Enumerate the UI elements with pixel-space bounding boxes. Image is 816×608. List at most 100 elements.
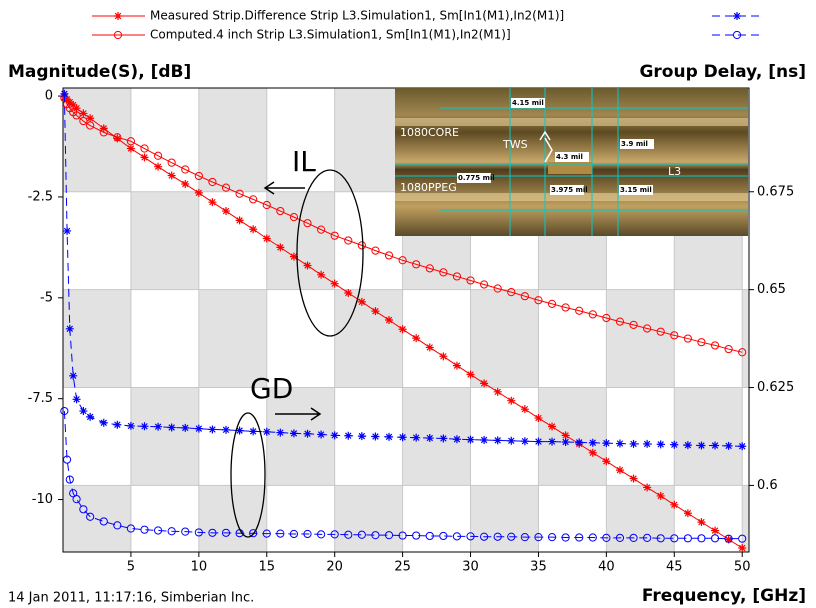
inset-label: TWS	[502, 138, 528, 151]
star-marker	[733, 12, 741, 20]
circle-marker	[575, 306, 584, 315]
y-axis-label: Magnitude(S), [dB]	[8, 62, 191, 82]
annotations	[230, 169, 364, 538]
star-marker	[724, 441, 733, 450]
star-marker	[330, 279, 339, 288]
star-marker	[493, 436, 502, 445]
star-marker	[154, 422, 163, 431]
star-marker	[534, 437, 543, 446]
grid-cell	[606, 289, 675, 388]
label-box	[457, 173, 491, 183]
circle-marker	[344, 530, 353, 539]
star-marker	[79, 109, 88, 118]
circle-marker	[724, 534, 733, 543]
circle-marker	[208, 528, 217, 537]
circle-marker	[588, 310, 597, 319]
circle-marker	[276, 529, 285, 538]
inset-label: 3.15 mil	[620, 186, 652, 194]
circle-marker	[507, 532, 516, 541]
star-marker	[697, 518, 706, 527]
circle-marker	[547, 533, 557, 542]
y-tick-label: -2.5	[28, 189, 53, 204]
inset-label: 3.975 mil	[551, 186, 588, 194]
star-marker	[63, 226, 72, 235]
circle-marker	[439, 531, 448, 541]
circle-marker	[480, 280, 489, 289]
star-marker	[222, 425, 231, 434]
circle-marker	[384, 531, 394, 540]
star-marker	[656, 491, 665, 500]
copper-layer	[395, 118, 748, 126]
circle-marker	[113, 521, 122, 530]
circle-marker	[629, 320, 638, 329]
circle-marker	[493, 532, 502, 541]
circle-marker	[79, 116, 88, 126]
circle-marker	[221, 183, 231, 192]
grid-cell	[674, 387, 743, 486]
star-marker	[425, 343, 434, 352]
star-marker	[194, 188, 203, 197]
circle-marker	[303, 529, 312, 539]
y-tick-label: -5	[40, 290, 53, 305]
circle-marker	[62, 100, 72, 109]
circle-marker	[86, 512, 95, 521]
x-tick-label: 20	[326, 560, 343, 575]
circle-marker	[113, 30, 123, 40]
circle-marker	[79, 505, 88, 514]
star-marker	[208, 198, 217, 207]
footer: 14 Jan 2011, 11:17:16, Simberian Inc.	[8, 591, 254, 606]
y2-tick-label: 0.6	[757, 478, 778, 493]
circle-marker	[316, 225, 326, 234]
star-marker	[398, 433, 407, 442]
star-marker	[371, 432, 380, 441]
circle-marker	[249, 529, 258, 538]
star-marker	[534, 414, 543, 423]
star-marker	[289, 429, 298, 438]
star-marker	[507, 436, 516, 445]
inset-photo: 1080CORE TWS 1080PPEG L3 4.15 mil 4.3 mil 3.9 …	[395, 88, 748, 236]
circle-marker	[126, 137, 136, 146]
star-marker	[452, 361, 461, 370]
circle-marker	[140, 144, 149, 153]
star-marker	[412, 433, 421, 442]
star-marker	[670, 440, 679, 449]
circle-marker	[547, 299, 557, 308]
label-box	[619, 185, 653, 195]
grid-cell	[538, 387, 607, 486]
circle-marker	[656, 327, 665, 336]
inset-label: 3.9 mil	[621, 140, 648, 148]
x-tick-label: 50	[734, 560, 751, 575]
star-marker	[738, 543, 747, 552]
inset-label: 1080PPEG	[400, 181, 457, 194]
series-line	[63, 97, 743, 353]
star-marker	[629, 439, 638, 448]
x-tick-label: 35	[530, 560, 547, 575]
y2-tick-label: 0.675	[757, 184, 794, 199]
star-marker	[208, 425, 217, 434]
grid-cell	[198, 289, 267, 388]
star-marker	[371, 307, 380, 316]
star-marker	[235, 216, 244, 225]
circle-marker	[615, 533, 625, 543]
annotation: IL	[292, 145, 316, 178]
star-marker	[466, 370, 475, 379]
circle-marker	[452, 272, 462, 281]
circle-marker	[153, 526, 163, 535]
star-marker	[126, 144, 135, 153]
circle-marker	[643, 533, 652, 543]
star-marker	[154, 162, 163, 171]
star-marker	[167, 171, 176, 180]
star-marker	[561, 431, 570, 440]
star-marker	[466, 435, 475, 444]
circle-marker	[126, 524, 136, 533]
star-marker	[235, 426, 244, 435]
circle-marker	[99, 517, 108, 526]
circle-marker	[697, 534, 706, 543]
star-marker	[126, 421, 135, 430]
star-marker	[615, 466, 624, 475]
star-marker	[711, 441, 720, 450]
star-marker	[194, 424, 203, 433]
star-marker	[643, 439, 652, 448]
circle-marker	[412, 260, 421, 269]
